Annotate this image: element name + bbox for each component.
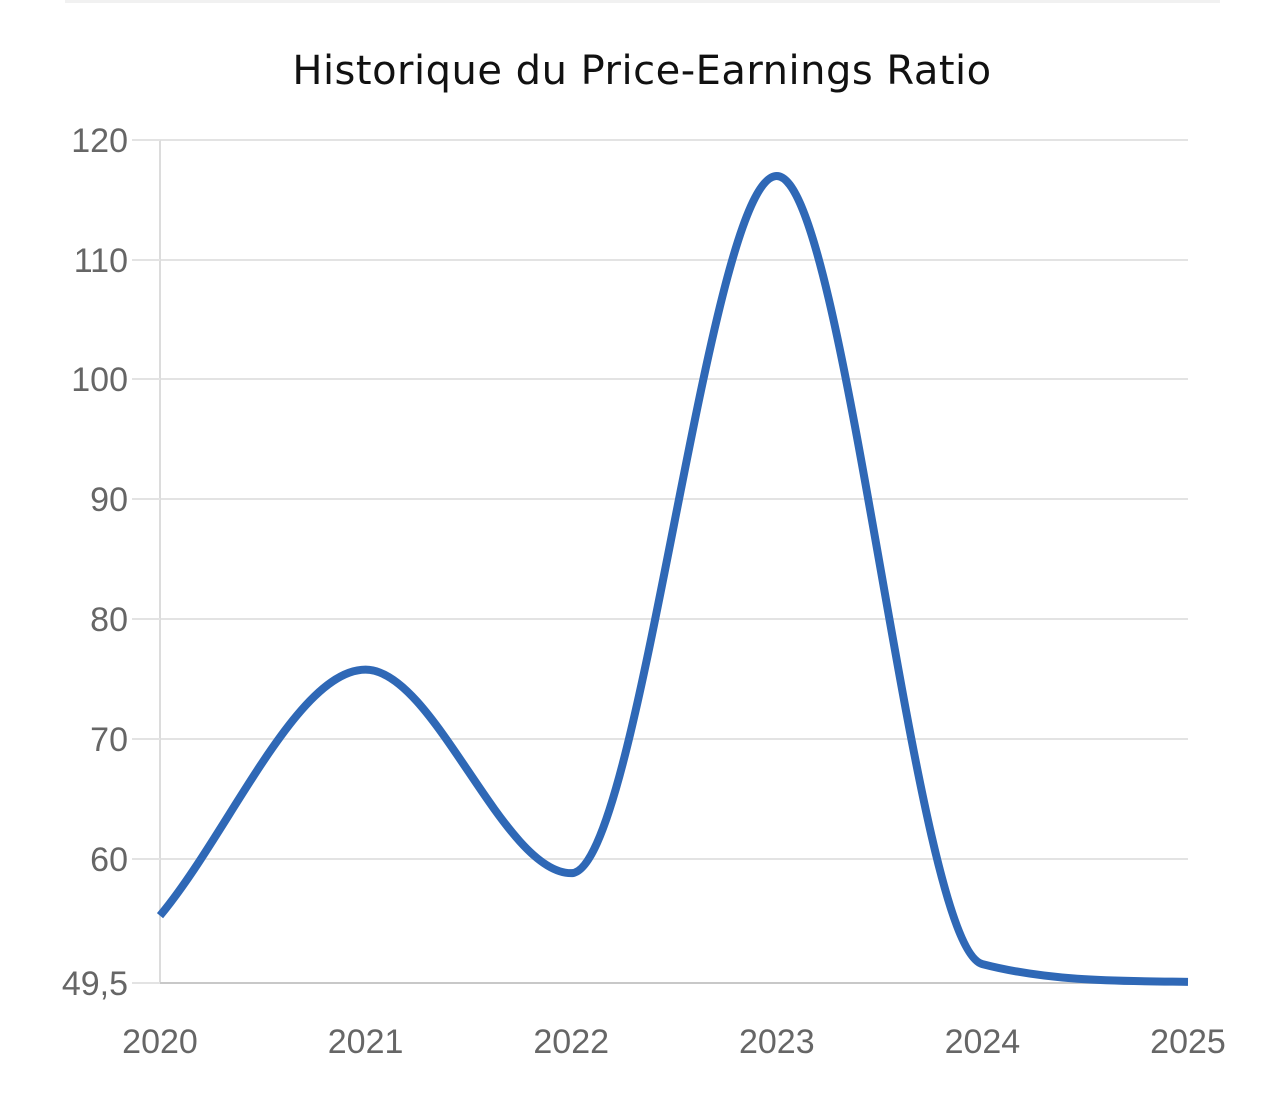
x-tick-label: 2025 [1150, 1023, 1226, 1061]
x-tick-label: 2024 [945, 1023, 1021, 1061]
y-tick-label: 70 [90, 721, 128, 759]
series-line [156, 171, 1189, 986]
y-tick-label: 110 [74, 242, 128, 280]
y-tick-label: 80 [90, 601, 128, 639]
chart-title: Historique du Price-Earnings Ratio [292, 48, 992, 94]
axes [132, 140, 1188, 984]
y-tick-label: 60 [90, 841, 128, 879]
x-axis-ticks: 2020 2021 2022 2023 2024 2025 [122, 1023, 1226, 1061]
y-tick-label: 100 [71, 361, 128, 399]
y-tick-label: 49,5 [62, 965, 128, 1003]
y-tick-label: 120 [71, 122, 128, 160]
gridlines [160, 139, 1188, 860]
y-tick-label: 90 [90, 481, 128, 519]
series-group [156, 171, 1189, 986]
x-tick-label: 2022 [533, 1023, 609, 1061]
x-tick-label: 2020 [122, 1023, 198, 1061]
top-divider [65, 0, 1220, 3]
x-tick-label: 2021 [328, 1023, 404, 1061]
x-tick-label: 2023 [739, 1023, 815, 1061]
y-axis-ticks: 49,5 60 70 80 90 100 110 120 [62, 122, 160, 1003]
